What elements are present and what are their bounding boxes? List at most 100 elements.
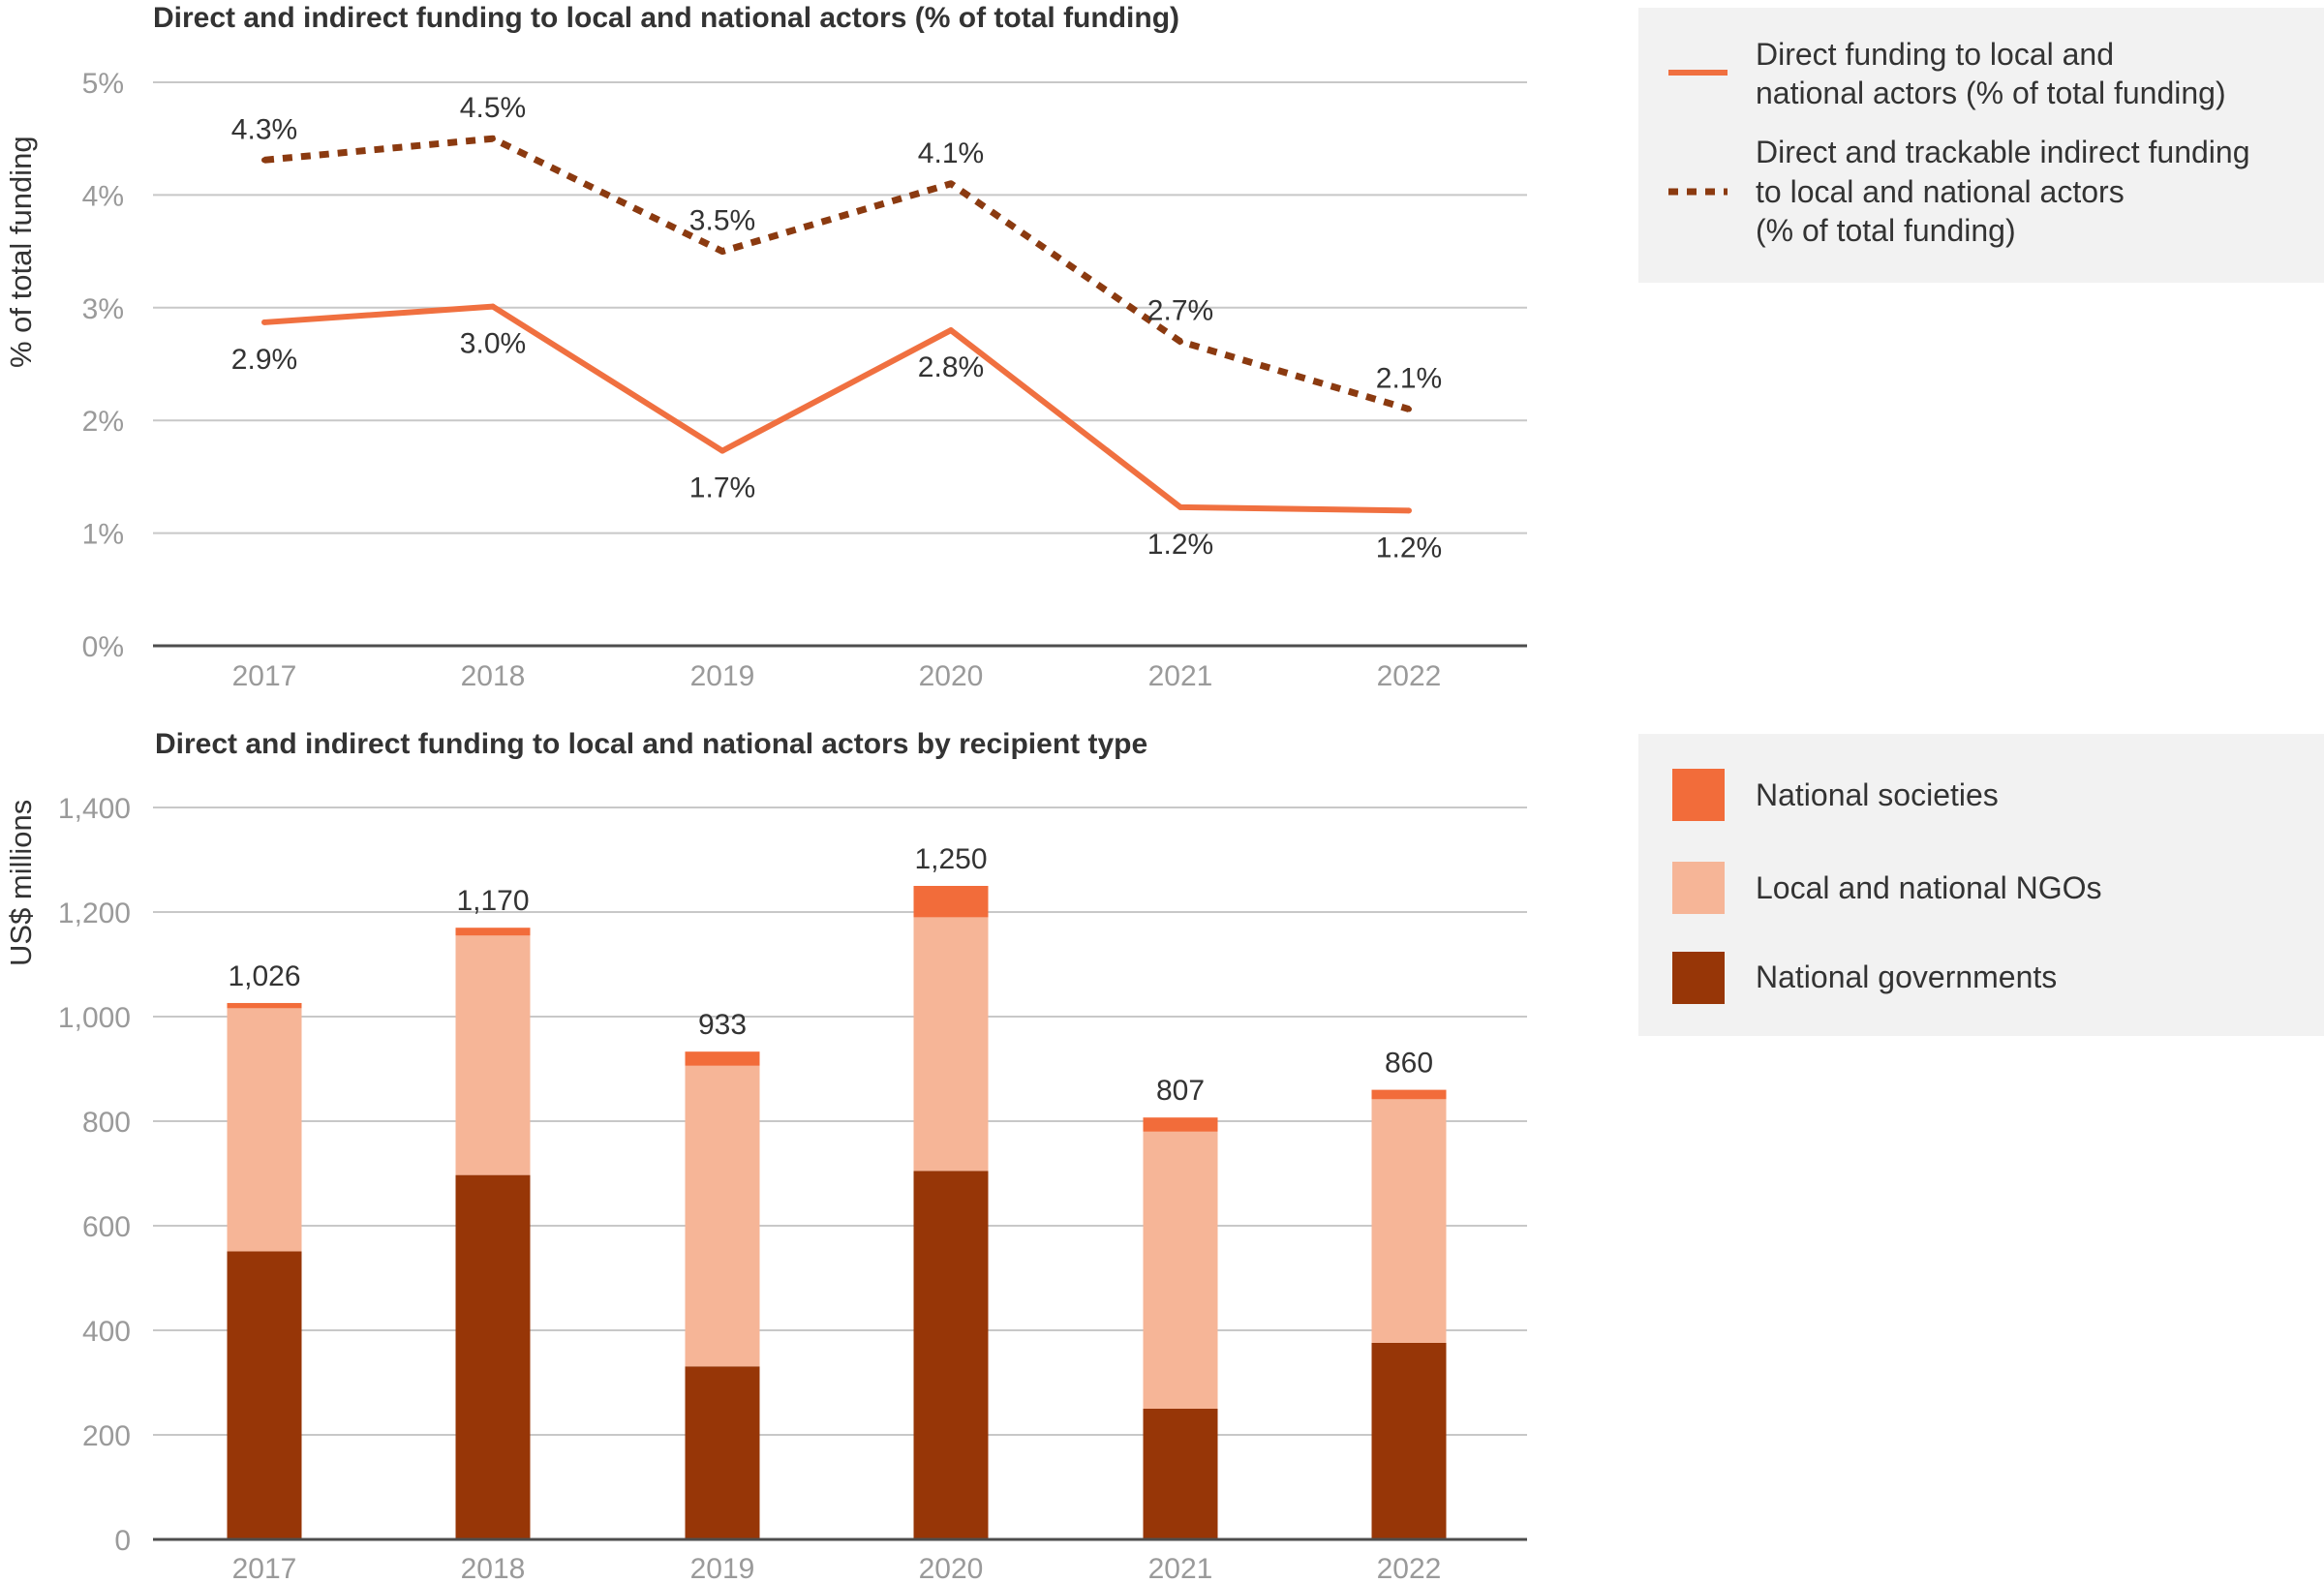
line-point — [719, 248, 725, 255]
line-chart-gridlines — [153, 81, 1527, 648]
bar-segment-local-and-national-ngos — [913, 917, 989, 1172]
bar-total-label: 933 — [698, 1009, 747, 1041]
bar-segment-national-societies — [227, 1002, 302, 1009]
line-point — [261, 157, 267, 164]
line-point — [490, 303, 496, 310]
bar-chart-legend: National societies Local and national NG… — [1638, 734, 2324, 1036]
legend-item-indirect-line1: Direct and trackable indirect funding — [1756, 135, 2250, 169]
bar-segment-national-governments — [227, 1251, 302, 1539]
bar-segment-national-governments — [455, 1174, 531, 1539]
line-chart-data-labels: 2.9% 3.0% 1.7% 2.8% 1.2% 1.2% 4.3% 4.5% 3.5% 4.1%… — [231, 92, 1442, 563]
line-chart-y-tick-label: 4% — [82, 180, 124, 212]
line-chart-title: Direct and indirect funding to local and… — [153, 2, 1179, 34]
line-chart-y-tick-label: 5% — [82, 68, 124, 100]
line-point — [1406, 406, 1412, 412]
bar-chart-y-tick-label: 800 — [82, 1107, 131, 1139]
line-data-label: 2.7% — [1147, 295, 1213, 327]
bar-segment-national-governments — [1371, 1342, 1447, 1539]
bar-chart-gridlines — [153, 807, 1527, 1436]
bar-chart-y-ticks: 0 200 400 600 800 1,000 1,200 1,400 — [58, 793, 131, 1557]
line-data-label: 1.2% — [1376, 532, 1442, 563]
bar-chart-y-tick-label: 200 — [82, 1420, 131, 1452]
bar-chart-x-tick-label: 2021 — [1148, 1553, 1213, 1583]
legend-item-direct-line1: Direct funding to local and — [1756, 37, 2114, 72]
bar-chart-y-tick-label: 600 — [82, 1211, 131, 1243]
bar-chart-bars — [153, 886, 1527, 1541]
direct-funding-line — [263, 303, 1410, 514]
line-point — [719, 447, 725, 454]
bar-segment-local-and-national-ngos — [227, 1008, 302, 1252]
line-chart-y-axis-title: % of total funding — [4, 136, 38, 368]
line-data-label: 3.0% — [460, 328, 526, 360]
legend-item-indirect-line3: (% of total funding) — [1756, 213, 2016, 248]
line-data-label: 1.2% — [1147, 529, 1213, 561]
bar-chart-x-tick-label: 2020 — [919, 1553, 984, 1583]
bar-chart-y-axis-title: US$ millions — [4, 800, 38, 966]
line-chart-x-ticks: 2017 2018 2019 2020 2021 2022 — [232, 660, 1442, 692]
line-chart-x-tick-label: 2018 — [461, 660, 526, 692]
bar-chart-y-tick-label: 0 — [114, 1525, 131, 1557]
bar-total-label: 860 — [1385, 1048, 1433, 1080]
bar-segment-national-societies — [455, 928, 531, 936]
bar-total-label: 807 — [1156, 1075, 1205, 1107]
bar-chart-x-tick-label: 2019 — [690, 1553, 755, 1583]
bar-chart-x-tick-label: 2017 — [232, 1553, 297, 1583]
legend-item-ngos: Local and national NGOs — [1756, 870, 2102, 905]
legend-item-indirect-line2: to local and national actors — [1756, 174, 2125, 209]
line-chart-legend-box — [1638, 8, 2324, 283]
line-point — [1177, 338, 1183, 345]
line-data-label: 4.3% — [231, 113, 297, 145]
bar-chart-x-tick-label: 2018 — [461, 1553, 526, 1583]
line-point — [1406, 507, 1412, 514]
legend-item-direct-line2: national actors (% of total funding) — [1756, 76, 2226, 110]
bar-segment-local-and-national-ngos — [685, 1065, 760, 1367]
line-chart-series — [261, 135, 1412, 514]
line-chart-x-tick-label: 2017 — [232, 660, 297, 692]
bar-total-label: 1,026 — [228, 960, 300, 992]
bar-segment-national-governments — [685, 1366, 760, 1539]
bar-segment-national-governments — [1143, 1409, 1218, 1539]
line-chart-x-tick-label: 2021 — [1148, 660, 1213, 692]
bar-total-label: 1,250 — [914, 843, 987, 875]
line-chart-y-tick-label: 3% — [82, 293, 124, 325]
bar-total-label: 1,170 — [456, 885, 529, 917]
line-chart-x-tick-label: 2019 — [690, 660, 755, 692]
bar-chart-y-tick-label: 1,200 — [58, 898, 131, 929]
bar-segment-national-governments — [913, 1171, 989, 1539]
legend-item-national-governments: National governments — [1756, 959, 2057, 994]
line-data-label: 1.7% — [689, 472, 755, 504]
bar-chart-legend-box — [1638, 734, 2324, 1036]
legend-swatch-ngos — [1672, 862, 1725, 914]
bar-chart-y-tick-label: 400 — [82, 1316, 131, 1348]
bar-segment-national-societies — [913, 886, 989, 918]
line-data-label: 2.1% — [1376, 363, 1442, 395]
bar-segment-local-and-national-ngos — [1371, 1099, 1447, 1343]
bar-segment-national-societies — [1371, 1089, 1447, 1100]
line-chart-y-tick-label: 2% — [82, 406, 124, 438]
line-data-label: 2.9% — [231, 344, 297, 376]
line-chart-y-tick-label: 1% — [82, 519, 124, 551]
line-point — [1177, 503, 1183, 510]
bar-segment-national-societies — [1143, 1117, 1218, 1132]
line-data-label: 4.1% — [918, 137, 984, 169]
line-chart-x-tick-label: 2022 — [1377, 660, 1442, 692]
bar-chart: Direct and indirect funding to local and… — [4, 728, 2324, 1583]
legend-swatch-national-governments — [1672, 952, 1725, 1004]
legend-swatch-national-societies — [1672, 769, 1725, 821]
line-data-label: 4.5% — [460, 92, 526, 124]
bar-chart-y-tick-label: 1,000 — [58, 1002, 131, 1034]
bar-chart-x-ticks: 2017 2018 2019 2020 2021 2022 — [232, 1553, 1442, 1583]
bar-segment-local-and-national-ngos — [455, 935, 531, 1175]
bar-chart-y-tick-label: 1,400 — [58, 793, 131, 825]
direct-indirect-funding-line — [263, 135, 1410, 412]
legend-item-national-societies: National societies — [1756, 777, 1999, 812]
line-chart-y-tick-label: 0% — [82, 631, 124, 663]
bar-chart-total-labels: 1,026 1,170 933 1,250 807 860 — [228, 843, 1433, 1107]
bar-segment-local-and-national-ngos — [1143, 1131, 1218, 1409]
line-chart-legend: Direct funding to local and national act… — [1638, 8, 2324, 283]
line-data-label: 2.8% — [918, 351, 984, 383]
line-point — [948, 327, 954, 334]
line-point — [261, 319, 267, 325]
bar-chart-x-tick-label: 2022 — [1377, 1553, 1442, 1583]
